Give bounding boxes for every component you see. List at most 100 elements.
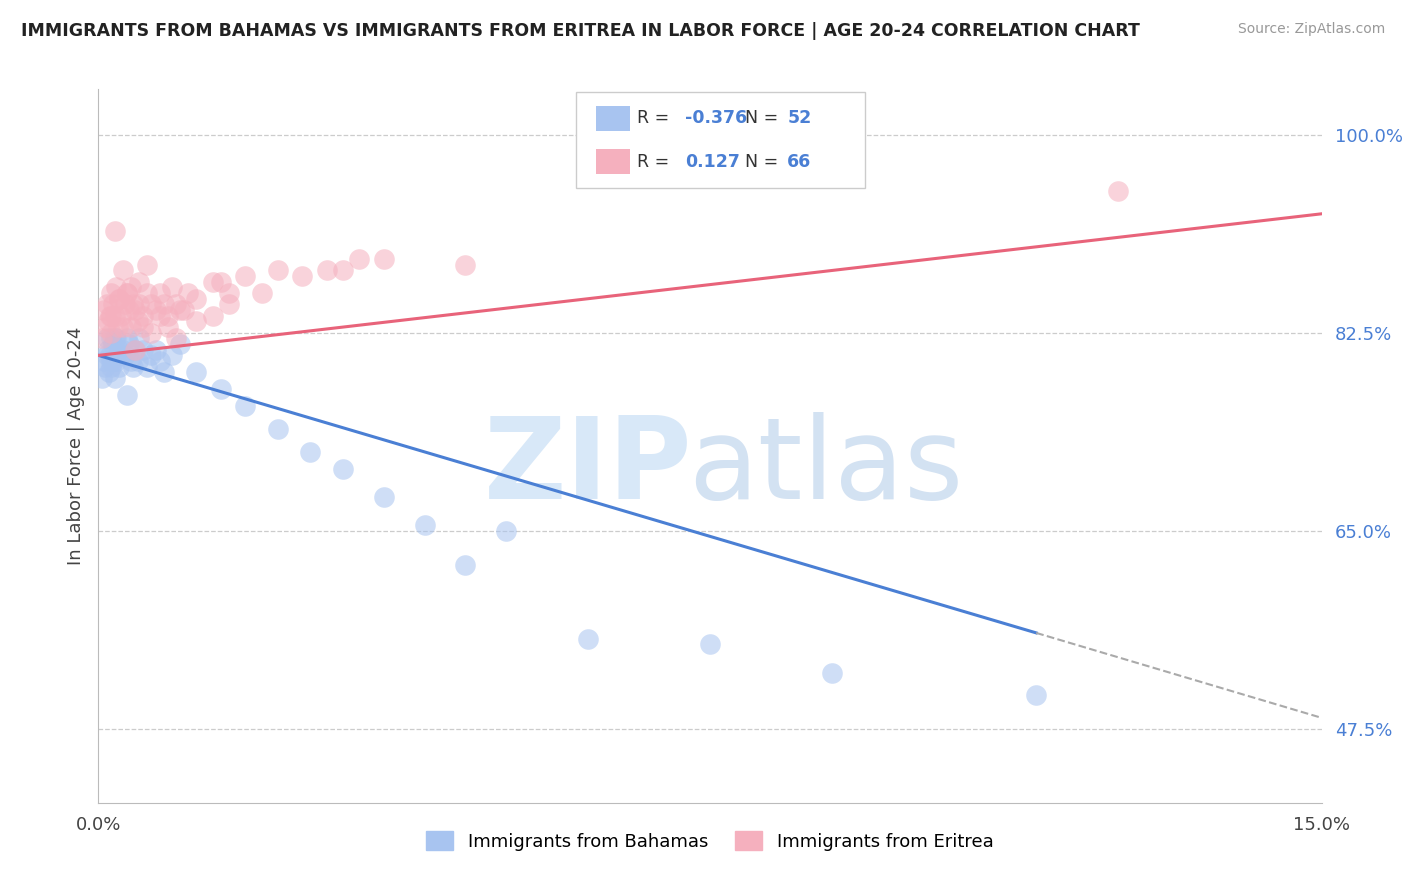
Point: [209, 383, 232, 397]
Text: -0.376: -0.376: [685, 109, 747, 128]
Point: [250, 286, 273, 301]
Point: [576, 632, 599, 646]
Point: [124, 303, 146, 318]
Point: [141, 348, 163, 362]
Point: [120, 280, 142, 294]
Point: [332, 461, 354, 475]
Point: [98, 348, 121, 362]
Point: [149, 309, 172, 323]
Point: [132, 320, 155, 334]
Point: [128, 297, 150, 311]
Point: [267, 263, 290, 277]
Point: [105, 331, 128, 345]
Point: [186, 292, 208, 306]
Point: [98, 365, 121, 379]
Point: [136, 258, 159, 272]
Point: [115, 286, 138, 301]
Point: [186, 314, 208, 328]
Point: [108, 292, 131, 306]
Point: [101, 337, 124, 351]
Point: [118, 337, 141, 351]
Point: [149, 286, 172, 301]
Point: [454, 558, 477, 572]
Point: [124, 343, 146, 357]
Point: [105, 280, 128, 294]
Point: [149, 354, 172, 368]
Point: [96, 297, 118, 311]
Point: [111, 343, 134, 357]
Point: [291, 269, 314, 284]
Point: [104, 331, 127, 345]
Text: 0.127: 0.127: [685, 153, 740, 171]
Point: [100, 331, 122, 345]
Point: [145, 303, 167, 318]
Point: [141, 297, 163, 311]
Point: [124, 343, 146, 357]
Point: [315, 263, 337, 277]
Point: [104, 309, 127, 323]
Point: [373, 490, 395, 504]
Point: [156, 309, 179, 323]
Point: [93, 303, 115, 318]
Point: [120, 354, 142, 368]
Point: [111, 320, 134, 334]
Text: R =: R =: [637, 153, 675, 171]
Point: [209, 275, 232, 289]
Point: [454, 258, 477, 272]
Point: [108, 343, 131, 357]
Point: [349, 252, 371, 266]
Point: [128, 275, 150, 289]
Text: atlas: atlas: [689, 412, 965, 523]
Point: [169, 303, 191, 318]
Point: [97, 343, 120, 357]
Point: [104, 371, 127, 385]
Text: ZIP: ZIP: [484, 412, 692, 523]
Point: [699, 637, 721, 651]
Point: [233, 400, 256, 414]
Point: [100, 286, 122, 301]
Point: [186, 365, 208, 379]
Point: [177, 286, 200, 301]
Y-axis label: In Labor Force | Age 20-24: In Labor Force | Age 20-24: [66, 326, 84, 566]
Point: [114, 348, 136, 362]
Point: [218, 297, 240, 311]
Point: [136, 286, 159, 301]
Point: [267, 422, 290, 436]
Point: [108, 292, 131, 306]
Point: [141, 326, 163, 340]
Point: [201, 275, 224, 289]
Point: [115, 388, 138, 402]
Point: [145, 343, 167, 357]
Point: [110, 309, 132, 323]
Point: [97, 314, 120, 328]
Point: [165, 297, 187, 311]
Point: [115, 331, 138, 345]
Point: [107, 320, 129, 334]
Text: N =: N =: [745, 153, 785, 171]
Text: Source: ZipAtlas.com: Source: ZipAtlas.com: [1237, 22, 1385, 37]
Text: 66: 66: [787, 153, 811, 171]
Point: [152, 297, 174, 311]
Point: [127, 354, 149, 368]
Text: 52: 52: [787, 109, 811, 128]
Point: [160, 280, 183, 294]
Point: [100, 309, 122, 323]
Point: [233, 269, 256, 284]
Text: N =: N =: [745, 109, 785, 128]
Point: [160, 348, 183, 362]
Point: [101, 354, 124, 368]
Point: [136, 359, 159, 374]
Point: [93, 354, 115, 368]
Point: [98, 309, 121, 323]
Point: [100, 326, 122, 340]
Point: [111, 263, 134, 277]
Point: [821, 665, 844, 680]
Point: [101, 297, 124, 311]
Point: [201, 309, 224, 323]
Point: [173, 303, 195, 318]
Point: [115, 286, 138, 301]
Point: [413, 518, 436, 533]
Point: [100, 354, 122, 368]
Legend: Immigrants from Bahamas, Immigrants from Eritrea: Immigrants from Bahamas, Immigrants from…: [419, 824, 1001, 858]
Point: [332, 263, 354, 277]
